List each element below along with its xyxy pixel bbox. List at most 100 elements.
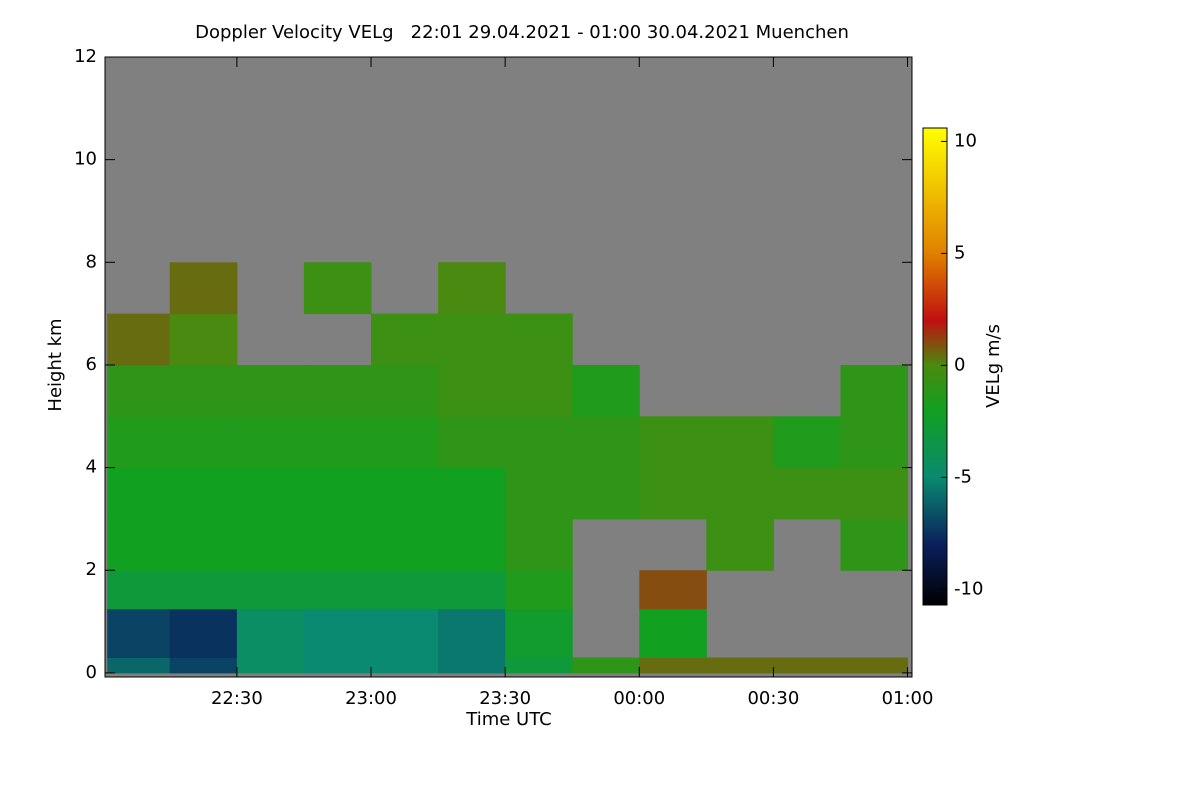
- colorbar-tick-label: 10: [954, 130, 977, 151]
- heatmap-cell: [505, 313, 573, 366]
- heatmap-cell: [236, 570, 305, 610]
- colorbar-tick-label: -5: [954, 466, 972, 487]
- heatmap-cell: [572, 657, 640, 674]
- heatmap-cell: [505, 657, 573, 674]
- heatmap-cell: [303, 570, 372, 610]
- heatmap-cell: [169, 467, 238, 520]
- colorbar-tick-label: 5: [954, 242, 965, 263]
- heatmap-cell: [371, 416, 439, 469]
- heatmap-cell: [303, 608, 372, 658]
- heatmap-cell: [169, 313, 238, 366]
- heatmap-cell: [505, 608, 573, 658]
- y-tick-label: 8: [86, 251, 97, 272]
- heatmap-cell: [107, 416, 171, 469]
- heatmap-cell: [639, 416, 707, 469]
- colorbar-tick-label: 0: [954, 354, 965, 375]
- heatmap-cell: [371, 570, 439, 610]
- x-tick-label: 23:00: [345, 688, 397, 709]
- heatmap-cell: [773, 657, 841, 674]
- heatmap-cell: [303, 262, 372, 315]
- heatmap-cell: [371, 467, 439, 520]
- heatmap-cell: [169, 608, 238, 658]
- heatmap-cell: [840, 416, 909, 469]
- y-tick-label: 4: [86, 457, 97, 478]
- y-tick-label: 2: [86, 559, 97, 580]
- heatmap-cell: [505, 570, 573, 610]
- heatmap-cell: [236, 416, 305, 469]
- heatmap-cell: [505, 467, 573, 520]
- y-tick-label: 0: [86, 662, 97, 683]
- heatmap-cell: [438, 467, 506, 520]
- heatmap-cell: [107, 608, 171, 658]
- heatmap-cell: [639, 657, 707, 674]
- heatmap-cell: [438, 608, 506, 658]
- heatmap-cell: [438, 657, 506, 674]
- x-tick-label: 23:30: [479, 688, 531, 709]
- heatmap-cell: [303, 416, 372, 469]
- heatmap-cell: [639, 467, 707, 520]
- heatmap-cell: [169, 570, 238, 610]
- heatmap-cell: [840, 364, 909, 417]
- heatmap-cell: [169, 657, 238, 674]
- heatmap-cell: [572, 467, 640, 520]
- heatmap-cell: [371, 313, 439, 366]
- heatmap-cell: [840, 518, 909, 571]
- x-tick-label: 00:00: [613, 688, 665, 709]
- heatmap-cell: [505, 518, 573, 571]
- heatmap-cell: [572, 364, 640, 417]
- heatmap-cell: [303, 467, 372, 520]
- heatmap-cell: [107, 364, 171, 417]
- y-tick-label: 12: [74, 46, 97, 67]
- colorbar: [922, 127, 948, 606]
- heatmap-cell: [236, 608, 305, 658]
- heatmap-cell: [236, 518, 305, 571]
- heatmap-cell: [169, 262, 238, 315]
- heatmap-cell: [371, 657, 439, 674]
- y-tick-label: 6: [86, 354, 97, 375]
- heatmap-cell: [107, 518, 171, 571]
- plot-frame: [104, 56, 913, 678]
- heatmap-cell: [438, 262, 506, 315]
- x-axis-label: Time UTC: [465, 709, 551, 730]
- heatmap-cell: [371, 608, 439, 658]
- heatmap-cell: [438, 570, 506, 610]
- heatmap-cell: [706, 518, 774, 571]
- heatmap-cell: [371, 364, 439, 417]
- heatmap-cell: [706, 657, 774, 674]
- heatmap-cell: [706, 467, 774, 520]
- x-tick-label: 00:30: [747, 688, 799, 709]
- chart-title: Doppler Velocity VELg 22:01 29.04.2021 -…: [195, 22, 849, 43]
- heatmap-cell: [639, 570, 707, 610]
- heatmap-cell: [107, 313, 171, 366]
- heatmap-cell: [505, 416, 573, 469]
- heatmap-cell: [438, 364, 506, 417]
- heatmap-cell: [840, 657, 909, 674]
- heatmap-cell: [438, 518, 506, 571]
- heatmap-cell: [303, 364, 372, 417]
- heatmap-cell: [169, 416, 238, 469]
- x-tick-label: 22:30: [211, 688, 263, 709]
- heatmap-cell: [236, 657, 305, 674]
- y-tick-label: 10: [74, 149, 97, 170]
- y-axis-label: Height km: [45, 318, 66, 411]
- heatmap-cell: [169, 518, 238, 571]
- heatmap-cell: [107, 570, 171, 610]
- heatmap-cell: [572, 416, 640, 469]
- heatmap-cell: [706, 416, 774, 469]
- heatmap-cell: [773, 467, 841, 520]
- heatmap-cell: [505, 364, 573, 417]
- x-tick-label: 01:00: [882, 688, 934, 709]
- heatmap-cell: [236, 467, 305, 520]
- heatmap-cell: [107, 467, 171, 520]
- heatmap-cell: [236, 364, 305, 417]
- heatmap-cell: [169, 364, 238, 417]
- colorbar-label: VELg m/s: [983, 324, 1004, 408]
- heatmap-cell: [303, 657, 372, 674]
- heatmap-cell: [639, 608, 707, 658]
- heatmap-cell: [438, 416, 506, 469]
- heatmap-cell: [773, 416, 841, 469]
- colorbar-tick-label: -10: [954, 578, 983, 599]
- heatmap-cell: [371, 518, 439, 571]
- heatmap-cell: [438, 313, 506, 366]
